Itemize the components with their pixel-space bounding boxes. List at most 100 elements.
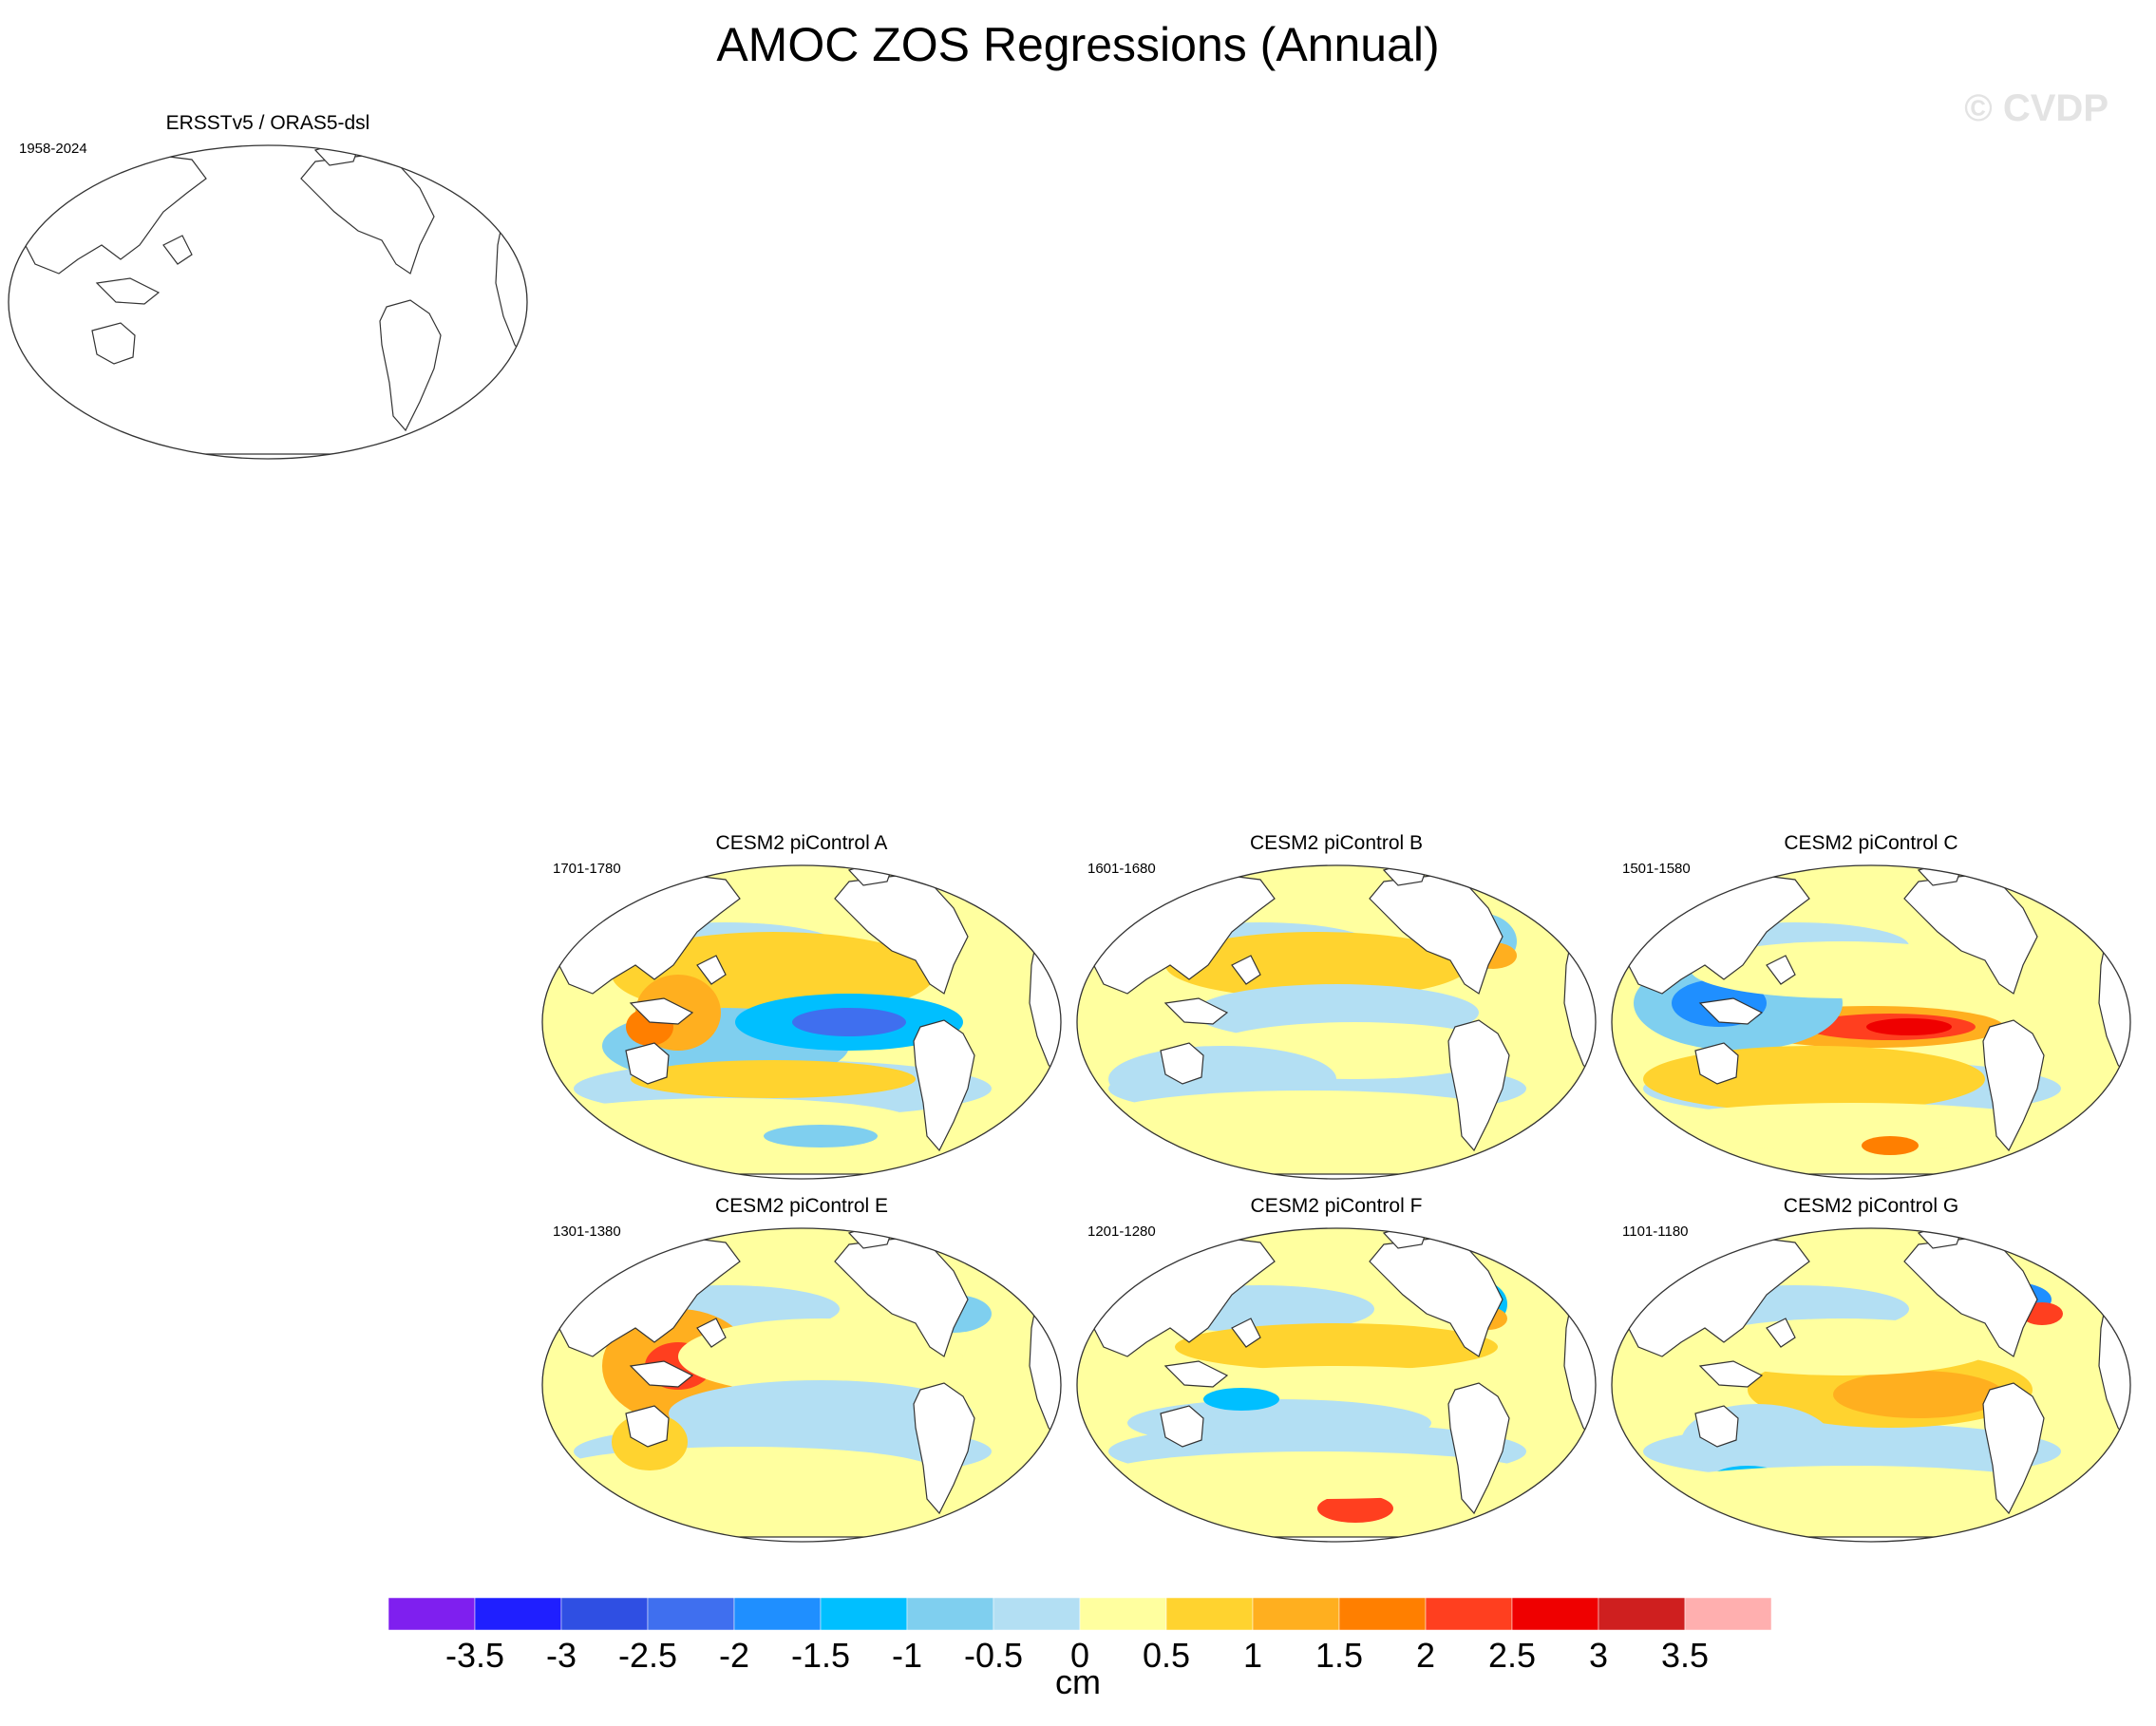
map-canvas [1611, 1227, 2131, 1543]
contour-region [1099, 1451, 1536, 1499]
map-canvas [1611, 864, 2131, 1180]
colorbar-box [1684, 1598, 1771, 1631]
continent [913, 1019, 975, 1152]
continent [1903, 1238, 2038, 1357]
map-canvas [1076, 1227, 1597, 1543]
colorbar-labels: -3.5 -3 -2.5 -2 -1.5 -1 -0.5 0 0.5 1 1.5 2 2.5 3 3.5 [0, 1636, 2156, 1675]
continent [696, 955, 727, 985]
continent [1369, 875, 1504, 995]
continent [1766, 1318, 1796, 1348]
continent [629, 1360, 694, 1388]
observation-panel: ERSSTv5 / ORAS5-dsl 1958-2024 [2, 112, 534, 464]
continent [1698, 997, 1764, 1025]
colorbar-tick-label: 0 [1069, 1636, 1090, 1675]
colorbar-tick-label: 0.5 [1142, 1636, 1191, 1675]
continent [495, 196, 527, 361]
colorbar-tick-label: 3 [1588, 1636, 1609, 1675]
continent [1694, 1405, 1739, 1448]
continent [95, 277, 161, 305]
panel-title: CESM2 piControl F [1250, 1195, 1423, 1217]
map-canvas [541, 1227, 1062, 1543]
contour-region [764, 1125, 878, 1148]
continent [629, 997, 694, 1025]
continent [1698, 1360, 1764, 1388]
continent [696, 1318, 727, 1348]
panel-title: CESM2 piControl A [715, 832, 888, 854]
continent [91, 322, 136, 365]
colorbar-tick-label: -2 [718, 1636, 750, 1675]
watermark: © CVDP [1964, 87, 2109, 129]
colorbar-tick-label: 1.5 [1314, 1636, 1364, 1675]
panel-years: 1701-1780 [553, 861, 621, 877]
map-outline [1076, 864, 1597, 1180]
continent [1160, 1405, 1204, 1448]
contour-region [1862, 1136, 1919, 1155]
continent [1163, 1360, 1229, 1388]
colorbar-box [560, 1598, 649, 1631]
continent [1766, 955, 1796, 985]
continent [625, 1042, 670, 1085]
colorbar-tick-label: -3.5 [444, 1636, 505, 1675]
colorbar-box [993, 1598, 1081, 1631]
map-canvas [541, 864, 1062, 1180]
colorbar-box [474, 1598, 562, 1631]
panel-years: 1958-2024 [19, 141, 87, 157]
continent [1903, 875, 2038, 995]
colorbar-box [1079, 1598, 1167, 1631]
contour-region [1099, 1091, 1517, 1144]
model-panel: CESM2 piControl G 1101-1180 [1605, 1195, 2137, 1546]
colorbar-tick-label: 2 [1415, 1636, 1436, 1675]
continent [834, 1238, 969, 1357]
continent [1163, 997, 1229, 1025]
model-panel: CESM2 piControl E 1301-1380 [536, 1195, 1068, 1546]
continent [1369, 1238, 1504, 1357]
contour-region [631, 1060, 916, 1098]
colorbar-tick-label: -0.5 [963, 1636, 1024, 1675]
panel-title: CESM2 piControl G [1783, 1195, 1959, 1217]
colorbar-tick-label: 2.5 [1487, 1636, 1537, 1675]
continent [1694, 1042, 1739, 1085]
colorbar-box [820, 1598, 908, 1631]
contour-region [1203, 1388, 1279, 1411]
panel-title: CESM2 piControl E [714, 1195, 889, 1217]
model-panel: CESM2 piControl B 1601-1680 [1070, 832, 1602, 1184]
continent [1160, 1042, 1204, 1085]
contour-region [555, 1447, 935, 1494]
coastlines [22, 145, 527, 459]
contour-region [1691, 1318, 1995, 1375]
colorbar-tick-label: -3 [545, 1636, 577, 1675]
continent [1982, 1019, 2045, 1152]
panel-years: 1601-1680 [1087, 861, 1156, 877]
continent [162, 235, 193, 265]
panel-years: 1201-1280 [1087, 1223, 1156, 1240]
panel-title: CESM2 piControl C [1784, 832, 1958, 854]
contour-region [669, 1380, 973, 1447]
colorbar-box [1252, 1598, 1340, 1631]
colorbar-units: cm [1055, 1662, 1101, 1701]
continent [1231, 1318, 1261, 1348]
panel-years: 1501-1580 [1622, 861, 1691, 877]
colorbar-box [1425, 1598, 1513, 1631]
colorbar-box [1165, 1598, 1254, 1631]
continent [1447, 1019, 1510, 1152]
model-panel: CESM2 piControl F 1201-1280 [1070, 1195, 1602, 1546]
contour-region [1643, 1103, 2061, 1150]
map-outline [541, 864, 1062, 1180]
continent [834, 875, 969, 995]
continent [1447, 1382, 1510, 1515]
colorbar-box [388, 1598, 476, 1631]
panel-years: 1101-1180 [1622, 1223, 1689, 1240]
continent [1982, 1382, 2045, 1515]
map-canvas [1076, 864, 1597, 1180]
continent [1231, 955, 1261, 985]
contour-region [1165, 932, 1469, 998]
colorbar-box [1511, 1598, 1599, 1631]
contour-region [1317, 1494, 1393, 1523]
contour-region [678, 1318, 963, 1394]
contour-region [792, 1008, 906, 1036]
map-outline [8, 144, 528, 460]
map-outline [1076, 1227, 1597, 1543]
panel-years: 1301-1380 [553, 1223, 621, 1240]
contour-region [1691, 941, 1995, 998]
contour-region [1866, 1018, 1952, 1035]
